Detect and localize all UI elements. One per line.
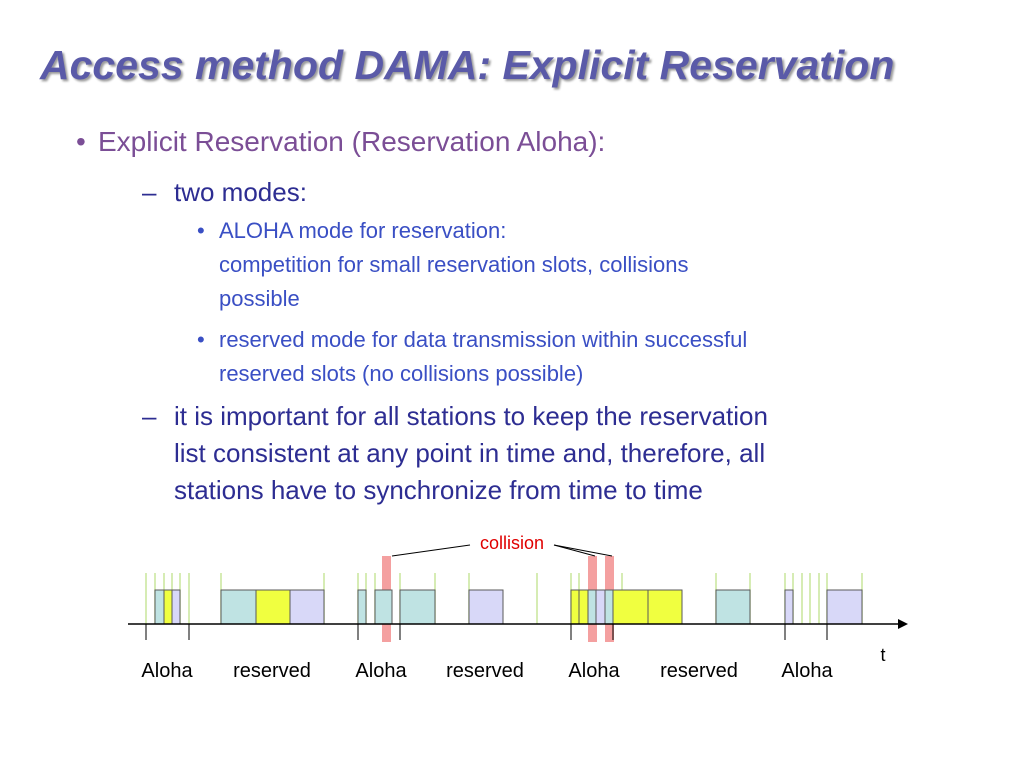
collision-leader-line	[553, 544, 613, 557]
phase-dividers	[145, 624, 828, 640]
collision-leader-line	[553, 544, 596, 557]
phase-label-reserved: reserved	[660, 660, 738, 682]
phase-label-aloha: Aloha	[781, 660, 833, 682]
transmission-slots	[154, 589, 863, 625]
collision-label: collision	[480, 533, 544, 553]
reserved-mode-line-1: reserved mode for data transmission with…	[219, 327, 748, 352]
collision-callout: collision	[391, 533, 613, 557]
slot-reservation	[357, 589, 367, 625]
slot-reserved-data	[612, 589, 649, 625]
phase-labels: Aloha reserved Aloha reserved Aloha rese…	[141, 660, 833, 682]
slot-reservation	[578, 589, 589, 625]
bullet-explicit-reservation-text: Explicit Reservation (Reservation Aloha)…	[98, 126, 606, 157]
reserved-mode-line-2: reserved slots (no collisions possible)	[219, 361, 584, 386]
slot-reserved-data	[715, 589, 751, 625]
subbullet-synchronize: – it is important for all stations to ke…	[142, 398, 768, 509]
phase-label-aloha: Aloha	[568, 660, 620, 682]
slot-reservation	[163, 589, 173, 625]
time-axis-label: t	[880, 645, 885, 665]
subbullet-two-modes: – two modes:	[142, 177, 307, 207]
slide-title: Access method DAMA: Explicit Reservation	[40, 42, 895, 88]
slot-reserved-data	[826, 589, 863, 625]
subsubbullet-aloha-mode: • ALOHA mode for reservation: competitio…	[197, 214, 689, 316]
slot-reservation	[171, 589, 181, 625]
phase-label-reserved: reserved	[446, 660, 524, 682]
slot-reservation	[595, 589, 606, 625]
phase-label-aloha: Aloha	[355, 660, 407, 682]
phase-label-aloha: Aloha	[141, 660, 193, 682]
aloha-mode-line-1: ALOHA mode for reservation:	[219, 218, 507, 243]
subsubbullet-reserved-mode: • reserved mode for data transmission wi…	[197, 323, 748, 391]
slot-reservation	[154, 589, 165, 625]
synchronize-line-1: it is important for all stations to keep…	[174, 401, 768, 431]
slot-reserved-data	[255, 589, 291, 625]
slot-reserved-data	[220, 589, 257, 625]
synchronize-line-3: stations have to synchronize from time t…	[174, 475, 703, 505]
slot-reserved-data	[289, 589, 325, 625]
slot-reservation	[587, 589, 597, 625]
slot-reservation	[570, 589, 580, 625]
collision-leader-line	[391, 544, 471, 557]
aloha-mode-line-3: possible	[219, 286, 300, 311]
slot-reservation-collision	[374, 589, 393, 625]
bullet-explicit-reservation: • Explicit Reservation (Reservation Aloh…	[76, 126, 606, 157]
phase-label-reserved: reserved	[233, 660, 311, 682]
synchronize-line-2: list consistent at any point in time and…	[174, 438, 766, 468]
subbullet-two-modes-text: two modes:	[174, 177, 307, 207]
slot-reserved-data	[647, 589, 683, 625]
slot-reserved-data	[399, 589, 436, 625]
time-axis-arrowhead	[898, 619, 908, 629]
slot-reservation	[784, 589, 794, 625]
aloha-mode-line-2: competition for small reservation slots,…	[219, 252, 689, 277]
slot-reservation	[604, 589, 614, 625]
time-axis	[128, 619, 908, 629]
slot-reserved-data	[468, 589, 504, 625]
